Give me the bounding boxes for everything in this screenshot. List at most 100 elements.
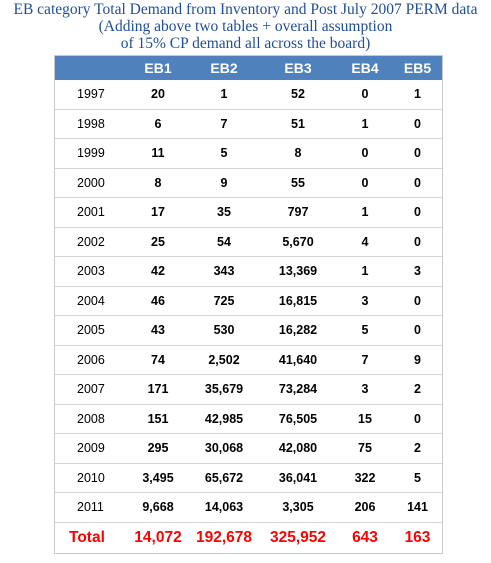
header-cell-eb3: EB3 — [259, 56, 337, 80]
eb3-cell: 42,080 — [259, 433, 337, 464]
table-row: 2006 74 2,502 41,640 7 9 — [55, 345, 442, 375]
year-cell: 2002 — [55, 227, 127, 257]
eb2-cell: 42,985 — [189, 404, 259, 434]
table-row: 2003 42 343 13,369 1 3 — [55, 256, 442, 287]
eb2-cell: 725 — [189, 286, 259, 316]
table-row: 2011 9,668 14,063 3,305 206 141 — [55, 492, 442, 523]
eb4-cell: 4 — [337, 227, 393, 257]
eb1-cell: 11 — [127, 138, 189, 169]
eb4-cell: 0 — [337, 138, 393, 169]
eb4-cell: 1 — [337, 256, 393, 287]
eb1-cell: 17 — [127, 197, 189, 228]
eb4-cell: 15 — [337, 404, 393, 434]
eb4-cell: 1 — [337, 197, 393, 228]
year-cell: 2007 — [55, 374, 127, 405]
eb1-cell: 171 — [127, 374, 189, 405]
eb1-cell: 9,668 — [127, 492, 189, 523]
eb3-cell: 8 — [259, 138, 337, 169]
eb4-total: 643 — [352, 528, 378, 546]
eb2-cell: 14,063 — [189, 492, 259, 523]
eb2-cell: 530 — [189, 315, 259, 346]
header-cell-eb5: EB5 — [393, 56, 442, 80]
eb2-cell: 2,502 — [189, 345, 259, 375]
title-line-3: of 15% CP demand all across the board) — [120, 35, 371, 52]
eb4-cell: 322 — [337, 463, 393, 493]
eb5-cell: 3 — [393, 256, 442, 287]
table-row: 2010 3,495 65,672 36,041 322 5 — [55, 463, 442, 493]
eb5-cell: 0 — [393, 168, 442, 198]
year-cell: 2011 — [55, 492, 127, 523]
eb2-cell: 54 — [189, 227, 259, 257]
eb4-cell: 3 — [337, 374, 393, 405]
eb3-cell: 3,305 — [259, 492, 337, 523]
eb4-cell: 0 — [337, 168, 393, 198]
year-cell: 1997 — [55, 80, 127, 110]
eb5-cell: 0 — [393, 197, 442, 228]
year-cell: 2000 — [55, 168, 127, 198]
eb4-cell: 0 — [337, 80, 393, 110]
table-row: 2009 295 30,068 42,080 75 2 — [55, 433, 442, 464]
header-cell-blank — [55, 56, 127, 80]
eb2-cell: 1 — [189, 80, 259, 110]
eb5-cell: 0 — [393, 138, 442, 169]
eb5-cell: 1 — [393, 80, 442, 110]
eb3-cell: 73,284 — [259, 374, 337, 405]
eb2-cell: 5 — [189, 138, 259, 169]
year-cell: 2006 — [55, 345, 127, 375]
table-row: 2007 171 35,679 73,284 3 2 — [55, 374, 442, 405]
total-row: Total 14,072 192,678 325,952 643 163 — [55, 522, 442, 553]
eb5-total: 163 — [404, 528, 431, 546]
year-cell: 2001 — [55, 197, 127, 228]
year-cell: 2005 — [55, 315, 127, 346]
eb1-cell: 8 — [127, 168, 189, 198]
eb1-total: 14,072 — [134, 528, 182, 546]
eb1-cell: 3,495 — [127, 463, 189, 493]
eb5-cell: 2 — [393, 374, 442, 405]
eb4-cell: 7 — [337, 345, 393, 375]
eb3-total: 325,952 — [269, 528, 327, 546]
eb3-cell: 41,640 — [259, 345, 337, 375]
header-cell-eb1: EB1 — [127, 56, 189, 80]
table-row: 2000 8 9 55 0 0 — [55, 168, 442, 198]
eb1-cell: 46 — [127, 286, 189, 316]
year-cell: 2003 — [55, 256, 127, 287]
eb5-cell: 141 — [393, 492, 442, 523]
title-line-1: EB category Total Demand from Inventory … — [13, 1, 478, 18]
eb2-cell: 35,679 — [189, 374, 259, 405]
eb5-cell: 0 — [393, 227, 442, 257]
eb2-cell: 343 — [189, 256, 259, 287]
eb1-cell: 74 — [127, 345, 189, 375]
year-cell: 2010 — [55, 463, 127, 493]
eb5-cell: 0 — [393, 404, 442, 434]
table-row: 1997 20 1 52 0 1 — [55, 80, 442, 110]
eb1-cell: 43 — [127, 315, 189, 346]
eb3-cell: 51 — [259, 109, 337, 139]
header-row: EB1 EB2 EB3 EB4 EB5 — [55, 56, 442, 80]
eb3-cell: 52 — [259, 80, 337, 110]
eb5-cell: 5 — [393, 463, 442, 493]
eb2-cell: 65,672 — [189, 463, 259, 493]
eb4-cell: 3 — [337, 286, 393, 316]
eb1-cell: 42 — [127, 256, 189, 287]
eb2-cell: 9 — [189, 168, 259, 198]
eb3-cell: 16,282 — [259, 315, 337, 346]
eb4-cell: 206 — [337, 492, 393, 523]
demand-table-container: EB1 EB2 EB3 EB4 EB5 1997 20 1 52 0 1 1998 6 7 51 1… — [54, 55, 443, 554]
eb3-cell: 797 — [259, 197, 337, 228]
eb5-cell: 2 — [393, 433, 442, 464]
eb5-cell: 0 — [393, 109, 442, 139]
eb3-cell: 5,670 — [259, 227, 337, 257]
eb4-cell: 1 — [337, 109, 393, 139]
table-row: 2004 46 725 16,815 3 0 — [55, 286, 442, 316]
eb5-cell: 0 — [393, 286, 442, 316]
eb3-cell: 16,815 — [259, 286, 337, 316]
eb2-cell: 35 — [189, 197, 259, 228]
eb2-cell: 7 — [189, 109, 259, 139]
eb3-cell: 36,041 — [259, 463, 337, 493]
eb5-cell: 9 — [393, 345, 442, 375]
eb2-cell: 30,068 — [189, 433, 259, 464]
header-cell-eb2: EB2 — [189, 56, 259, 80]
total-label: Total — [69, 528, 105, 546]
eb2-total: 192,678 — [195, 528, 253, 546]
eb3-cell: 55 — [259, 168, 337, 198]
